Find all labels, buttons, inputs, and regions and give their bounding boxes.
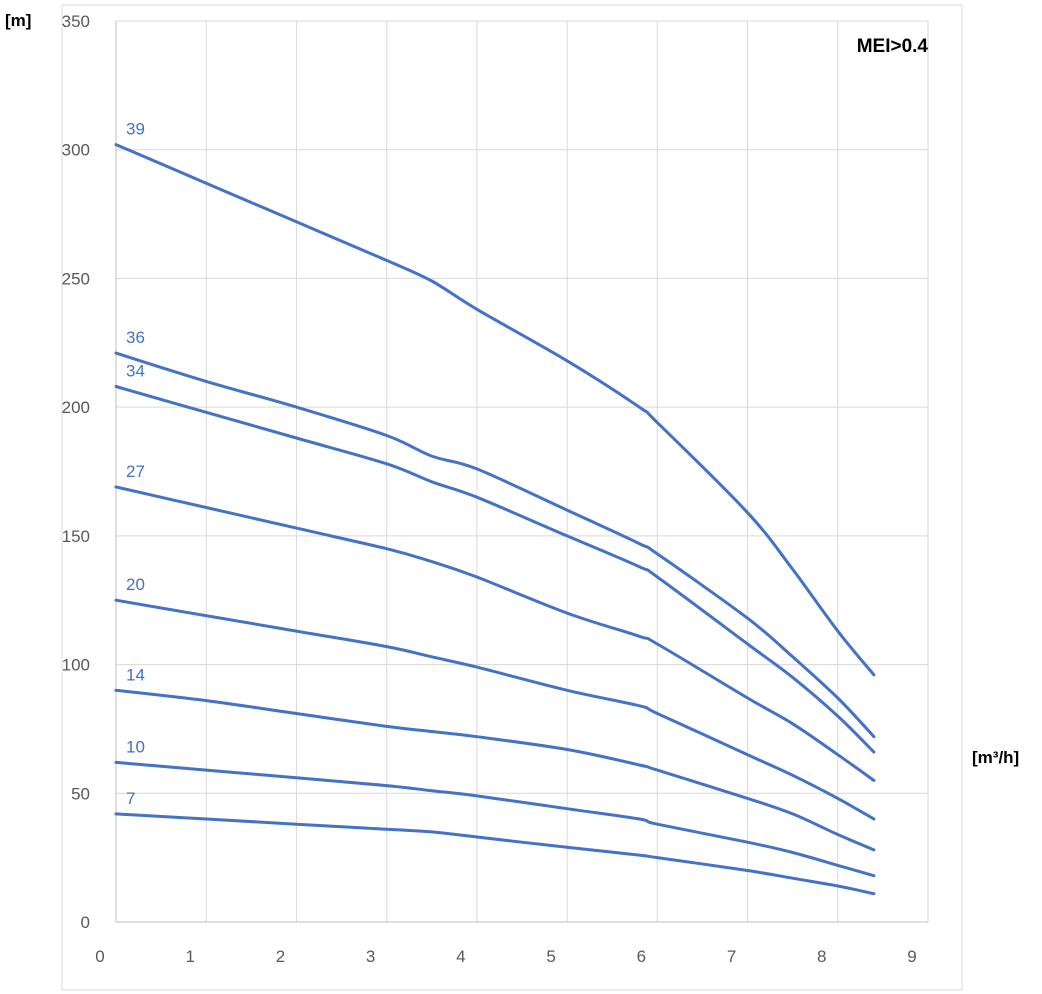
- curve-label-20: 20: [126, 575, 145, 594]
- series-line-39: [114, 143, 876, 677]
- x-tick-label-9: 9: [907, 947, 916, 966]
- y-tick-label-150: 150: [62, 527, 90, 546]
- curve-label-10: 10: [126, 737, 145, 756]
- x-tick-label-3: 3: [366, 947, 375, 966]
- x-axis-unit: [m³/h]: [972, 748, 1019, 767]
- x-tick-label-0: 0: [95, 947, 104, 966]
- x-tick-label-1: 1: [185, 947, 194, 966]
- y-tick-label-200: 200: [62, 398, 90, 417]
- curve-label-39: 39: [126, 120, 145, 139]
- chart-frame: [61, 4, 963, 991]
- x-tick-label-5: 5: [546, 947, 555, 966]
- series-line-20: [114, 598, 876, 821]
- mei-annotation: MEI>0.4: [857, 36, 929, 57]
- grid-lines: [116, 20, 929, 922]
- x-tick-label-7: 7: [727, 947, 736, 966]
- y-tick-label-350: 350: [62, 12, 90, 31]
- y-tick-label-0: 0: [81, 913, 90, 932]
- x-tick-label-2: 2: [276, 947, 285, 966]
- y-tick-label-300: 300: [62, 141, 90, 160]
- y-tick-label-250: 250: [62, 269, 90, 288]
- series-line-14: [114, 688, 876, 852]
- series-line-7: [114, 812, 876, 896]
- curve-label-27: 27: [126, 462, 145, 481]
- y-tick-label-50: 50: [71, 784, 90, 803]
- series-line-36: [114, 351, 876, 739]
- x-tick-label-8: 8: [817, 947, 826, 966]
- y-tick-label-100: 100: [62, 656, 90, 675]
- x-tick-label-6: 6: [637, 947, 646, 966]
- series-lines: [114, 143, 876, 896]
- curve-label-7: 7: [126, 789, 135, 808]
- x-tick-label-4: 4: [456, 947, 465, 966]
- curve-label-14: 14: [126, 665, 145, 684]
- y-axis-unit: [m]: [5, 11, 31, 30]
- curve-label-34: 34: [126, 362, 145, 381]
- curve-label-36: 36: [126, 328, 145, 347]
- series-line-27: [114, 485, 876, 782]
- curve-labels: 39 36 34 27 20 14 10 7: [126, 120, 145, 808]
- series-line-10: [114, 760, 876, 878]
- series-line-34: [114, 385, 876, 754]
